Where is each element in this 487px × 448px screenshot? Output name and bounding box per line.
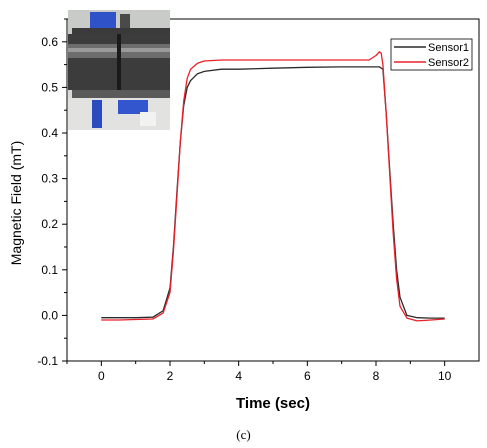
figure-caption: (c) xyxy=(236,427,251,442)
y-tick-label: 0.6 xyxy=(41,35,58,49)
inset-photo xyxy=(68,10,170,130)
legend-label-sensor1: Sensor1 xyxy=(428,42,469,54)
x-tick-label: 0 xyxy=(98,369,105,383)
y-axis-title: Magnetic Field (mT) xyxy=(8,141,24,265)
x-tick-label: 10 xyxy=(438,369,452,383)
legend-label-sensor2: Sensor2 xyxy=(428,57,469,69)
y-tick-label: 0.4 xyxy=(41,126,58,140)
x-tick-label: 8 xyxy=(373,369,380,383)
legend: Sensor1 Sensor2 xyxy=(390,38,473,71)
y-tick-label: -0.1 xyxy=(37,354,58,368)
y-tick-label: 0.3 xyxy=(41,172,58,186)
y-tick-label: 0.2 xyxy=(41,217,58,231)
x-axis-title: Time (sec) xyxy=(236,395,310,412)
x-tick-label: 2 xyxy=(167,369,174,383)
x-tick-label: 6 xyxy=(304,369,311,383)
legend-box xyxy=(390,38,473,71)
y-axis: -0.1 0.0 0.1 0.2 0.3 0.4 0.5 0.6 xyxy=(37,18,67,368)
series-layer xyxy=(101,51,445,322)
y-tick-label: 0.1 xyxy=(41,263,58,277)
x-axis: 0 2 4 6 8 10 xyxy=(66,361,452,383)
series-line-sensor2 xyxy=(101,51,445,322)
y-tick-label: 0.5 xyxy=(41,80,58,94)
y-tick-label: 0.0 xyxy=(41,308,58,322)
x-tick-label: 4 xyxy=(235,369,242,383)
